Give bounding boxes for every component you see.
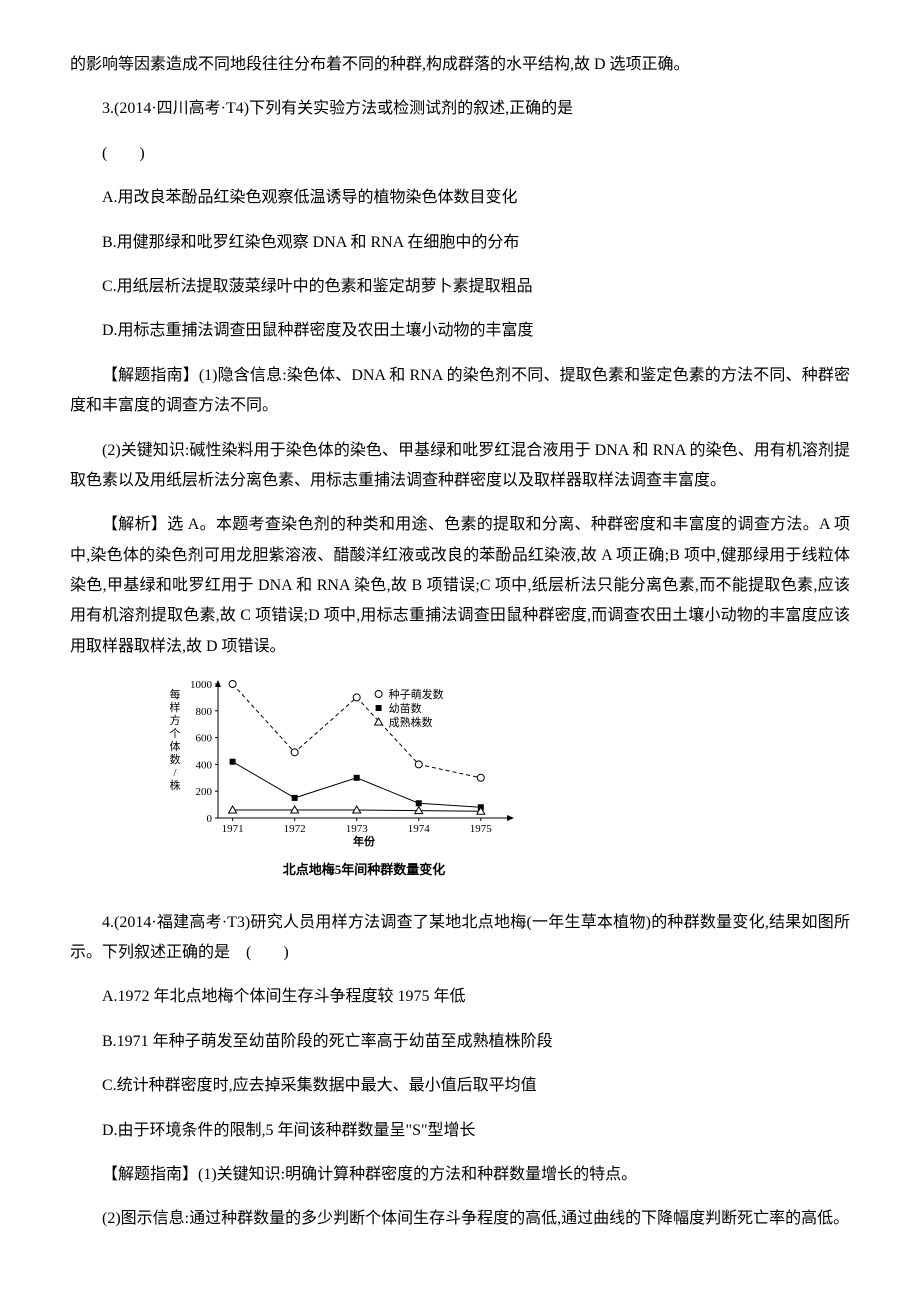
svg-text:种子萌发数: 种子萌发数 <box>389 687 444 701</box>
svg-text:年份: 年份 <box>353 834 376 848</box>
svg-text:1972: 1972 <box>284 823 306 835</box>
svg-text:幼苗数: 幼苗数 <box>389 702 422 715</box>
svg-text:每: 每 <box>170 687 181 701</box>
svg-text:1973: 1973 <box>346 823 369 835</box>
q4-option-c: C.统计种群密度时,应去掉采集数据中最大、最小值后取平均值 <box>70 1071 850 1101</box>
q4-option-b: B.1971 年种子萌发至幼苗阶段的死亡率高于幼苗至成熟植株阶段 <box>70 1027 850 1057</box>
q3-stem: 3.(2014·四川高考·T4)下列有关实验方法或检测试剂的叙述,正确的是 <box>70 94 850 124</box>
q3-option-a: A.用改良苯酚品红染色观察低温诱导的植物染色体数目变化 <box>70 183 850 213</box>
q4-option-a: A.1972 年北点地梅个体间生存斗争程度较 1975 年低 <box>70 982 850 1012</box>
q3-option-c: C.用纸层析法提取菠菜绿叶中的色素和鉴定胡萝卜素提取粗品 <box>70 272 850 302</box>
svg-text:0: 0 <box>207 813 213 825</box>
svg-text:600: 600 <box>196 733 213 745</box>
q4-stem: 4.(2014·福建高考·T3)研究人员用样方法调查了某地北点地梅(一年生草本植… <box>70 908 850 969</box>
svg-text:400: 400 <box>196 760 213 772</box>
svg-text:200: 200 <box>196 786 213 798</box>
q4-guide-1: 【解题指南】(1)关键知识:明确计算种群密度的方法和种群数量增长的特点。 <box>70 1160 850 1190</box>
q3-analysis: 【解析】选 A。本题考查染色剂的种类和用途、色素的提取和分离、种群密度和丰富度的… <box>70 510 850 662</box>
svg-text:800: 800 <box>196 706 213 718</box>
q3-guide-1: 【解题指南】(1)隐含信息:染色体、DNA 和 RNA 的染色剂不同、提取色素和… <box>70 361 850 422</box>
q3-paren: ( ) <box>70 139 850 169</box>
svg-text:体: 体 <box>170 739 181 753</box>
q3-option-d: D.用标志重捕法调查田鼠种群密度及农田土壤小动物的丰富度 <box>70 316 850 346</box>
svg-text:1000: 1000 <box>190 679 213 691</box>
svg-text:样: 样 <box>170 700 181 714</box>
chart-svg: 200 400 600 800 1000 0 1971 1972 1973 1974 1975 年份 每… <box>160 676 520 886</box>
svg-text:1971: 1971 <box>222 823 244 835</box>
svg-text:北点地梅5年间种群数量变化: 北点地梅5年间种群数量变化 <box>283 862 446 877</box>
svg-text:成熟株数: 成熟株数 <box>389 715 433 729</box>
q4-option-d: D.由于环境条件的限制,5 年间该种群数量呈"S"型增长 <box>70 1116 850 1146</box>
svg-text:方: 方 <box>170 713 181 727</box>
svg-text:数: 数 <box>170 753 181 766</box>
q3-option-b: B.用健那绿和吡罗红染色观察 DNA 和 RNA 在细胞中的分布 <box>70 228 850 258</box>
svg-text:1974: 1974 <box>408 823 431 835</box>
svg-text:个: 个 <box>170 727 181 740</box>
continuation-text: 的影响等因素造成不同地段往往分布着不同的种群,构成群落的水平结构,故 D 选项正… <box>70 50 850 80</box>
q3-guide-2: (2)关键知识:碱性染料用于染色体的染色、甲基绿和吡罗红混合液用于 DNA 和 … <box>70 436 850 497</box>
population-chart: 200 400 600 800 1000 0 1971 1972 1973 1974 1975 年份 每… <box>160 676 850 897</box>
svg-text:/: / <box>173 767 177 779</box>
q4-guide-2: (2)图示信息:通过种群数量的多少判断个体间生存斗争程度的高低,通过曲线的下降幅… <box>70 1204 850 1234</box>
svg-text:株: 株 <box>170 778 181 792</box>
svg-text:1975: 1975 <box>470 823 493 835</box>
